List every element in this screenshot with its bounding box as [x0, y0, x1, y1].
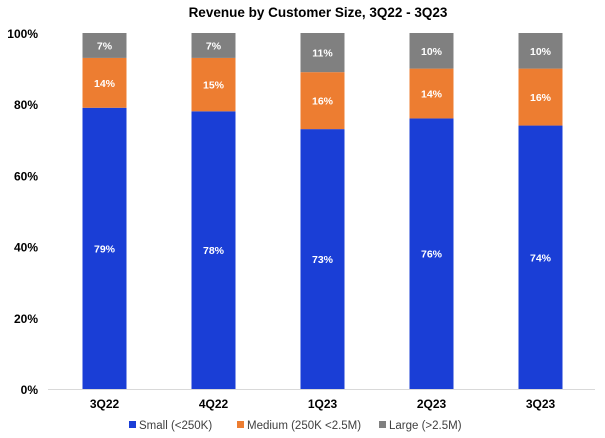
data-label: 11%	[312, 48, 333, 60]
x-tick-label: 2Q23	[417, 397, 447, 411]
y-axis: 0% 20% 40% 60% 80% 100%	[7, 27, 38, 397]
bar-segment	[518, 68, 563, 126]
x-tick-label: 3Q22	[90, 397, 120, 411]
legend-label: Medium (250K <2.5M)	[247, 420, 361, 432]
data-label: 79%	[94, 243, 116, 255]
bar-segment	[409, 33, 454, 69]
y-tick-label: 40%	[14, 241, 38, 255]
data-label: 7%	[206, 40, 222, 52]
legend-item: Medium (250K <2.5M)	[237, 420, 361, 432]
bar-segment	[300, 129, 345, 389]
data-label: 76%	[421, 249, 443, 261]
data-label: 10%	[530, 46, 552, 58]
x-tick-label: 3Q23	[526, 397, 556, 411]
legend-item: Large (>2.5M)	[379, 420, 462, 432]
data-label: 14%	[94, 78, 116, 90]
legend-item: Small (<250K)	[129, 420, 212, 432]
chart-title: Revenue by Customer Size, 3Q22 - 3Q23	[189, 5, 448, 20]
legend-label: Large (>2.5M)	[389, 420, 462, 432]
y-tick-label: 20%	[14, 312, 38, 326]
bar-segment	[409, 68, 454, 119]
bar-segment	[518, 125, 563, 389]
bar-segment	[300, 33, 345, 73]
y-tick-label: 100%	[7, 27, 38, 41]
data-label: 7%	[97, 40, 113, 52]
legend-swatch	[237, 421, 244, 428]
legend-swatch	[129, 421, 136, 428]
bar-segment	[409, 118, 454, 389]
data-label: 16%	[312, 96, 334, 108]
x-tick-label: 1Q23	[308, 397, 338, 411]
legend-swatch	[379, 421, 386, 428]
bar-segment	[191, 33, 236, 58]
x-axis: 3Q22 4Q22 1Q23 2Q23 3Q23	[90, 397, 556, 411]
data-label: 16%	[530, 92, 552, 104]
y-tick-label: 60%	[14, 169, 38, 183]
bar-segment	[300, 72, 345, 130]
y-tick-label: 80%	[14, 98, 38, 112]
y-tick-label: 0%	[21, 383, 39, 397]
bar-segment	[191, 111, 236, 389]
bar-segment	[82, 33, 127, 58]
bars: 79% 14% 7% 78% 15% 7% 73% 16% 11% 76% 14% 10% 74% 16%…	[82, 33, 563, 389]
legend: Small (<250K) Medium (250K <2.5M) Large (>…	[129, 420, 462, 432]
bar-segment	[82, 57, 127, 108]
bar-segment	[191, 57, 236, 112]
data-label: 78%	[203, 245, 225, 257]
bar-segment	[518, 33, 563, 69]
bar-segment	[82, 107, 127, 389]
x-tick-label: 4Q22	[199, 397, 229, 411]
data-label: 73%	[312, 254, 334, 266]
data-label: 14%	[421, 89, 443, 101]
data-label: 15%	[203, 80, 225, 92]
legend-label: Small (<250K)	[139, 420, 212, 432]
data-label: 10%	[421, 46, 443, 58]
data-label: 74%	[530, 252, 552, 264]
